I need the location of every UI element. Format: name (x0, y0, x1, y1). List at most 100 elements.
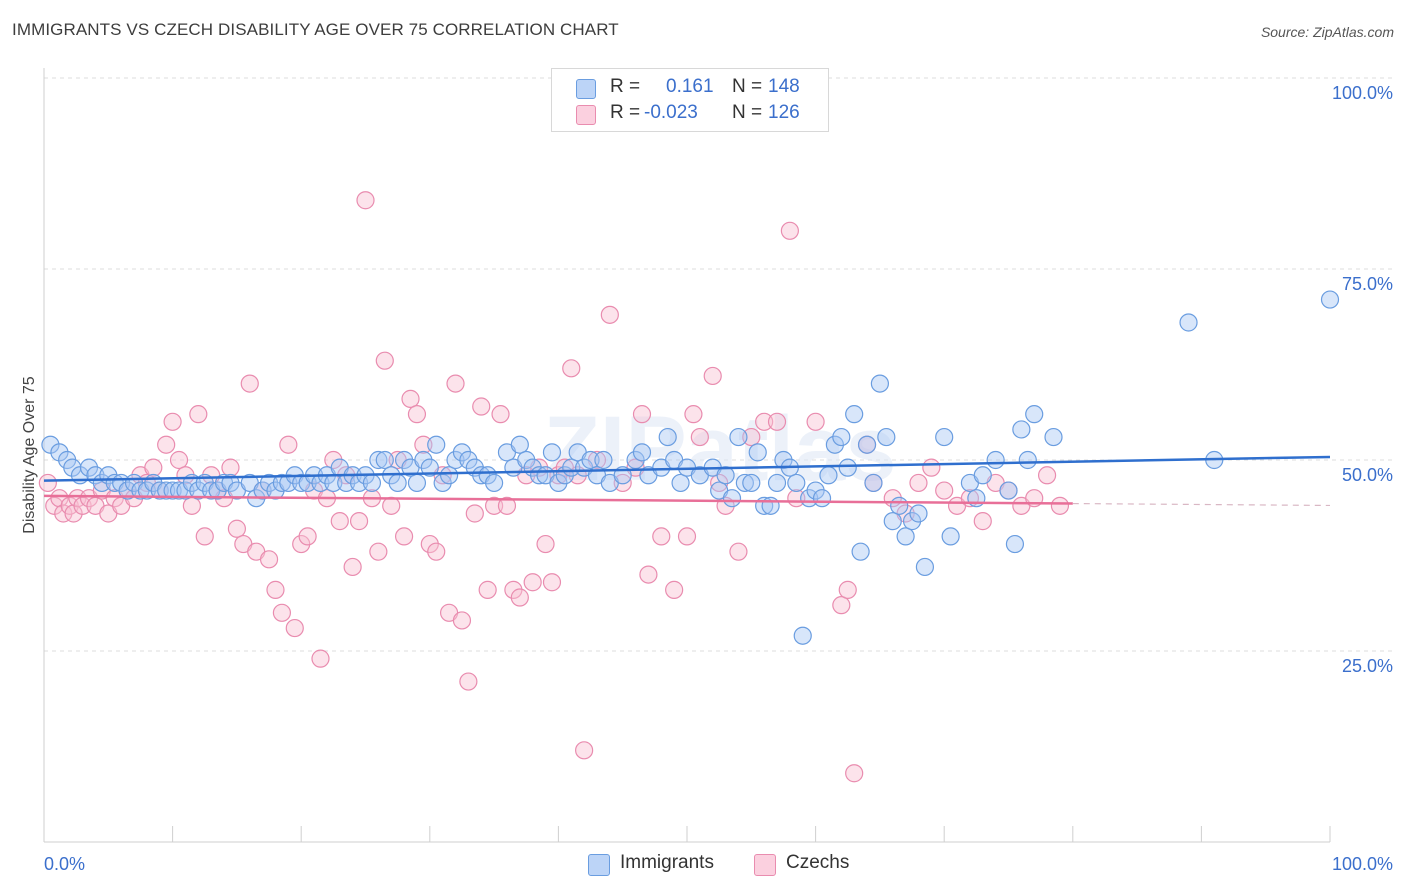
czechs-point (652, 527, 671, 546)
y-tick-label: 25.0% (1342, 656, 1393, 676)
immigrants-point (793, 626, 812, 645)
czechs-point (169, 450, 189, 470)
immigrants-point (189, 481, 208, 500)
czechs-point (510, 588, 529, 607)
czechs-point (54, 504, 73, 523)
x-tick-label: 100.0% (1332, 854, 1393, 874)
legend-r-value: -0.023 (644, 102, 698, 123)
immigrants-point (452, 443, 472, 462)
immigrants-point (221, 473, 240, 493)
immigrants-point (163, 481, 182, 500)
czechs-point (330, 512, 349, 531)
czechs-point (973, 512, 992, 531)
immigrants-point (909, 504, 928, 523)
legend-n-value: 148 (768, 76, 800, 97)
czechs-point (195, 527, 214, 546)
immigrants-point (986, 450, 1005, 470)
czechs-point (285, 618, 304, 638)
immigrants-point (819, 466, 838, 485)
czechs-point (157, 435, 176, 454)
immigrants-point (774, 450, 793, 470)
immigrants-point (851, 542, 870, 561)
czechs-point (684, 405, 703, 424)
czechs-point (369, 542, 388, 561)
immigrants-point (973, 466, 992, 485)
immigrants-point (1179, 313, 1198, 332)
immigrants-point (812, 489, 832, 508)
immigrants-point (999, 481, 1018, 500)
immigrants-point (517, 450, 536, 470)
immigrants-point (890, 496, 909, 515)
czechs-point (1037, 466, 1057, 485)
immigrants-point (394, 450, 414, 470)
czechs-point (922, 458, 941, 477)
czechs-trend-line (43, 494, 1073, 505)
immigrants-point (716, 466, 735, 485)
czechs-point (767, 412, 787, 431)
immigrants-point (118, 481, 137, 500)
immigrants-point (478, 466, 497, 485)
immigrants-point (1012, 420, 1031, 439)
immigrants-point (369, 450, 388, 470)
czechs-points (38, 191, 1070, 783)
immigrants-point (407, 473, 427, 493)
czechs-point (272, 603, 292, 622)
czechs-point (845, 764, 864, 783)
immigrants-point (375, 450, 394, 470)
czechs-point (356, 191, 375, 210)
czechs-point (298, 527, 317, 546)
immigrants-point (427, 435, 446, 454)
immigrants-point (761, 496, 780, 515)
chart-title: IMMIGRANTS VS CZECH DISABILITY AGE OVER … (12, 20, 619, 39)
immigrants-point (941, 527, 960, 546)
czechs-point (221, 458, 240, 477)
y-axis-title: Disability Age Over 75 (21, 376, 38, 534)
series-name-czechs: Czechs (786, 852, 850, 873)
series-name-immigrants: Immigrants (620, 852, 714, 873)
czechs-point (755, 412, 774, 431)
immigrants-point (150, 481, 169, 500)
immigrants-point (967, 489, 986, 508)
czechs-point (632, 405, 652, 424)
correlation-legend: R = 0.161 N = 148 R = -0.023 N = 126 (551, 68, 829, 132)
czechs-point (536, 534, 555, 554)
czechs-point (729, 542, 748, 561)
czechs-point (838, 580, 857, 599)
czechs-point (806, 412, 825, 431)
immigrants-point (735, 473, 754, 493)
czechs-point (420, 534, 439, 554)
immigrants-point (137, 481, 156, 500)
czechs-point (394, 527, 414, 546)
immigrants-point (362, 473, 382, 493)
immigrants-point (915, 557, 935, 577)
immigrants-point (864, 473, 883, 493)
czechs-point (446, 374, 465, 393)
czechs-point (311, 649, 330, 668)
czechs-point (163, 412, 182, 431)
immigrants-point (632, 443, 652, 462)
immigrants-point (658, 427, 677, 447)
czechs-point (382, 496, 401, 515)
czechs-point (50, 489, 69, 508)
czechs-point (677, 527, 697, 546)
legend-r-label: R = (610, 102, 641, 123)
immigrants-point (787, 473, 806, 493)
immigrants-point (896, 527, 915, 546)
czechs-point (324, 450, 343, 470)
legend-r-label: R = (610, 76, 641, 97)
czechs-point (497, 496, 517, 515)
immigrants-point (439, 466, 459, 485)
czechs-point (38, 473, 57, 493)
immigrants-point (279, 473, 298, 493)
czechs-point (935, 481, 954, 500)
immigrants-point (420, 458, 439, 477)
czechs-point (523, 573, 542, 592)
czechs-point (427, 542, 446, 561)
czechs-point (343, 557, 362, 577)
legend-swatch-czechs (576, 105, 596, 125)
czechs-point (600, 305, 619, 324)
immigrants-point (1018, 450, 1037, 470)
immigrants-point (485, 473, 504, 493)
czechs-point (182, 496, 201, 515)
